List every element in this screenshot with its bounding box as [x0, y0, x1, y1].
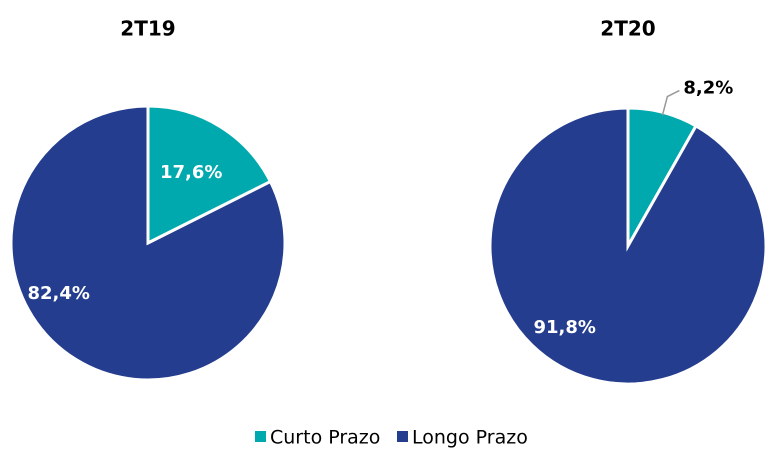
legend-label: Longo Prazo	[412, 427, 528, 449]
pie-slice	[488, 106, 768, 386]
value-label: 8,2%	[683, 78, 733, 99]
pie-slice	[146, 104, 273, 246]
legend: Curto Prazo Longo Prazo	[255, 427, 528, 449]
legend-swatch	[397, 431, 408, 442]
value-label: 91,8%	[534, 317, 596, 338]
chart-title: 2T20	[600, 17, 655, 41]
legend-label: Curto Prazo	[270, 427, 380, 449]
chart-title: 2T19	[120, 17, 175, 41]
legend-swatch	[255, 431, 266, 442]
pie-slice	[9, 104, 287, 382]
value-label: 82,4%	[27, 283, 89, 304]
leader-line	[661, 89, 680, 116]
value-label: 17,6%	[160, 162, 222, 183]
